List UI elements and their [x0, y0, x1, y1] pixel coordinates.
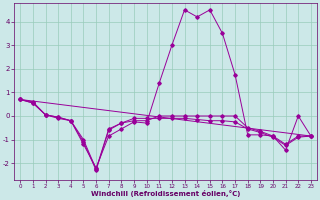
X-axis label: Windchill (Refroidissement éolien,°C): Windchill (Refroidissement éolien,°C)	[91, 190, 240, 197]
